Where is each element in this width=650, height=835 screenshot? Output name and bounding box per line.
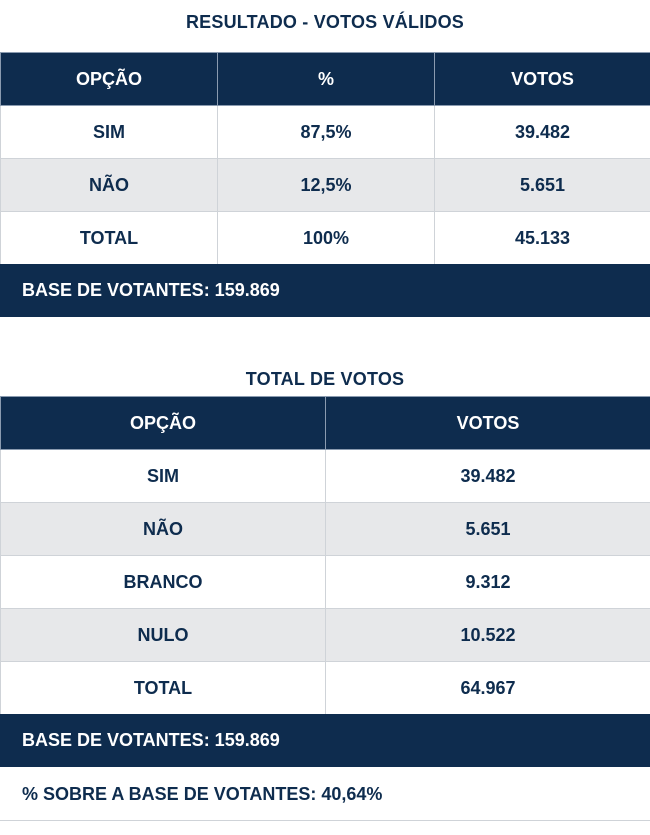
table-row: SIM 87,5% 39.482 [0,105,650,159]
table-header-row: OPÇÃO VOTOS [0,396,650,450]
votes-cell: 5.651 [434,158,650,212]
votes-cell: 10.522 [325,608,650,662]
table-row: BRANCO 9.312 [0,555,650,609]
option-cell: TOTAL [0,661,326,715]
valid-votes-table: OPÇÃO % VOTOS SIM 87,5% 39.482 NÃO 12,5%… [0,52,650,265]
option-cell: NÃO [0,158,218,212]
column-header-option: OPÇÃO [0,52,218,106]
column-header-votes: VOTOS [325,396,650,450]
table-row: NULO 10.522 [0,608,650,662]
voter-base-footer: BASE DE VOTANTES: 159.869 [0,714,650,767]
column-header-votes: VOTOS [434,52,650,106]
column-header-option: OPÇÃO [0,396,326,450]
table-row: NÃO 12,5% 5.651 [0,158,650,212]
table-header-row: OPÇÃO % VOTOS [0,52,650,106]
table-row: TOTAL 64.967 [0,661,650,715]
voter-base-percentage-footer: % SOBRE A BASE DE VOTANTES: 40,64% [0,767,650,821]
total-votes-table: OPÇÃO VOTOS SIM 39.482 NÃO 5.651 BRANCO … [0,396,650,715]
table-row: TOTAL 100% 45.133 [0,211,650,265]
total-votes-title: TOTAL DE VOTOS [245,369,405,389]
option-cell: TOTAL [0,211,218,265]
option-cell: NÃO [0,502,326,556]
option-cell: SIM [0,105,218,159]
votes-cell: 5.651 [325,502,650,556]
percent-cell: 87,5% [217,105,435,159]
votes-cell: 9.312 [325,555,650,609]
table-row: SIM 39.482 [0,449,650,503]
table-row: NÃO 5.651 [0,502,650,556]
percent-cell: 12,5% [217,158,435,212]
votes-cell: 39.482 [434,105,650,159]
results-valid-votes-title: RESULTADO - VOTOS VÁLIDOS [185,12,464,32]
percent-cell: 100% [217,211,435,265]
option-cell: NULO [0,608,326,662]
votes-cell: 45.133 [434,211,650,265]
option-cell: BRANCO [0,555,326,609]
option-cell: SIM [0,449,326,503]
votes-cell: 64.967 [325,661,650,715]
votes-cell: 39.482 [325,449,650,503]
voter-base-footer: BASE DE VOTANTES: 159.869 [0,264,650,317]
column-header-percent: % [217,52,435,106]
